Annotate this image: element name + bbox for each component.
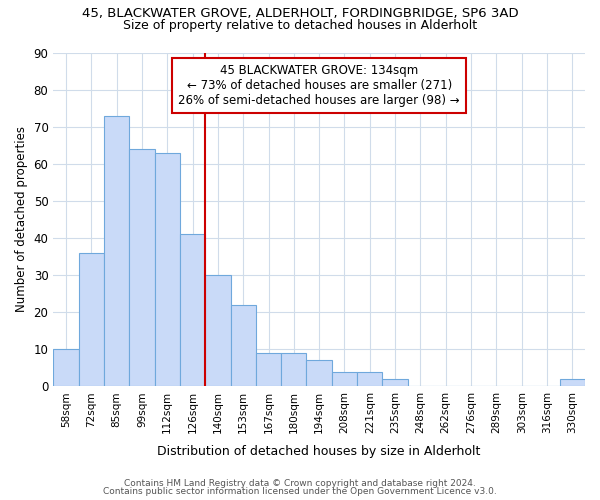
- Bar: [382, 379, 408, 386]
- Bar: [357, 372, 382, 386]
- Bar: [79, 253, 104, 386]
- X-axis label: Distribution of detached houses by size in Alderholt: Distribution of detached houses by size …: [157, 444, 481, 458]
- Text: Size of property relative to detached houses in Alderholt: Size of property relative to detached ho…: [123, 19, 477, 32]
- Bar: [281, 353, 307, 386]
- Bar: [256, 353, 281, 386]
- Bar: [560, 379, 585, 386]
- Bar: [155, 152, 180, 386]
- Y-axis label: Number of detached properties: Number of detached properties: [15, 126, 28, 312]
- Bar: [180, 234, 205, 386]
- Text: 45 BLACKWATER GROVE: 134sqm
← 73% of detached houses are smaller (271)
26% of se: 45 BLACKWATER GROVE: 134sqm ← 73% of det…: [178, 64, 460, 107]
- Bar: [53, 350, 79, 387]
- Bar: [332, 372, 357, 386]
- Bar: [205, 275, 230, 386]
- Bar: [307, 360, 332, 386]
- Bar: [230, 305, 256, 386]
- Bar: [129, 149, 155, 386]
- Text: 45, BLACKWATER GROVE, ALDERHOLT, FORDINGBRIDGE, SP6 3AD: 45, BLACKWATER GROVE, ALDERHOLT, FORDING…: [82, 8, 518, 20]
- Bar: [104, 116, 129, 386]
- Text: Contains public sector information licensed under the Open Government Licence v3: Contains public sector information licen…: [103, 487, 497, 496]
- Text: Contains HM Land Registry data © Crown copyright and database right 2024.: Contains HM Land Registry data © Crown c…: [124, 478, 476, 488]
